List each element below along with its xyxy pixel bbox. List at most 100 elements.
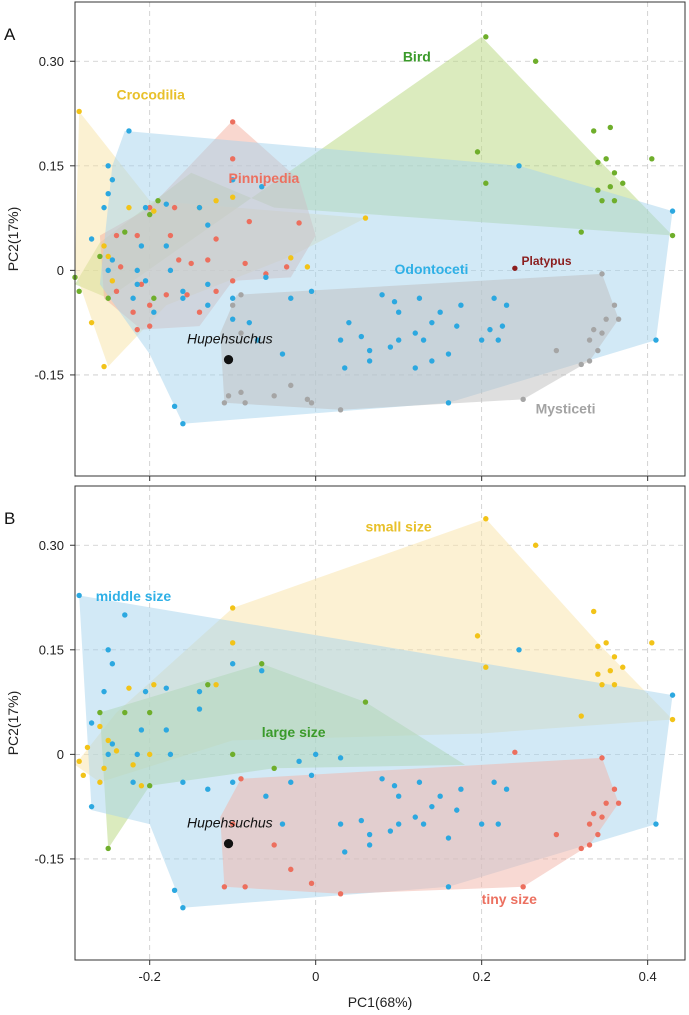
point-small-size (76, 758, 82, 765)
hupehsuchus-label: Hupehsuchus (187, 815, 273, 831)
point-tiny-size (615, 800, 622, 806)
point-mysticeti (238, 389, 244, 396)
point-tiny-size (595, 831, 601, 838)
point-odontoceti (495, 337, 501, 343)
point-odontoceti (445, 400, 452, 406)
point-tiny-size (242, 884, 248, 890)
point-middle-size (288, 779, 294, 785)
hull-mysticeti (220, 273, 619, 410)
point-pinnipedia (229, 278, 236, 284)
point-odontoceti (379, 292, 385, 298)
point-small-size (474, 633, 481, 639)
hupehsuchus-label: Hupehsuchus (187, 331, 273, 347)
point-odontoceti (346, 319, 352, 326)
point-small-size (105, 737, 111, 744)
point-odontoceti (229, 316, 236, 322)
point-odontoceti (126, 128, 132, 134)
point-small-size (138, 783, 145, 789)
group-label-crocodilia: Crocodilia (116, 87, 185, 103)
point-crocodilia (126, 204, 132, 211)
point-middle-size (391, 783, 398, 789)
point-small-size (229, 605, 236, 611)
point-large-size (271, 765, 277, 772)
point-small-size (649, 640, 655, 646)
point-odontoceti (229, 177, 236, 183)
x-tick-label: 0 (312, 969, 319, 984)
point-odontoceti (478, 337, 485, 343)
point-middle-size (105, 751, 111, 758)
x-tick-label: -0.2 (138, 969, 160, 984)
group-label-mysticeti: Mysticeti (536, 400, 596, 416)
point-odontoceti (395, 309, 402, 315)
point-small-size (595, 671, 601, 677)
point-middle-size (491, 779, 497, 785)
point-small-size (130, 762, 136, 768)
y-axis-label: PC2(17%) (5, 691, 21, 756)
point-bird (591, 128, 597, 134)
point-pinnipedia (134, 232, 140, 239)
point-pinnipedia (196, 309, 203, 315)
point-mysticeti (221, 400, 228, 406)
point-mysticeti (603, 316, 609, 322)
point-pinnipedia (113, 288, 120, 294)
point-odontoceti (163, 243, 169, 249)
point-odontoceti (416, 295, 423, 301)
point-mysticeti (337, 407, 344, 413)
point-middle-size (205, 786, 211, 792)
point-mysticeti (225, 393, 232, 399)
point-crocodilia (88, 319, 95, 326)
point-middle-size (516, 647, 522, 653)
point-pinnipedia (184, 292, 190, 298)
point-large-size (146, 709, 153, 716)
point-layer (76, 516, 676, 911)
point-middle-size (454, 807, 460, 813)
y-tick-label: 0.15 (39, 642, 64, 657)
point-odontoceti (366, 347, 373, 354)
point-middle-size (180, 905, 186, 911)
point-middle-size (229, 661, 236, 667)
point-mysticeti (308, 400, 315, 406)
point-crocodilia (76, 108, 82, 115)
point-small-size (97, 723, 103, 730)
point-odontoceti (229, 295, 236, 301)
point-odontoceti (669, 208, 676, 214)
point-tiny-size (337, 891, 344, 897)
point-pinnipedia (146, 323, 153, 329)
point-pinnipedia (117, 264, 124, 270)
point-tiny-size (586, 821, 593, 827)
point-middle-size (88, 803, 95, 810)
point-odontoceti (134, 281, 140, 288)
plot-frame (74, 485, 686, 961)
point-pinnipedia (213, 236, 219, 242)
point-middle-size (259, 668, 265, 674)
point-odontoceti (420, 337, 427, 343)
point-odontoceti (445, 351, 452, 357)
point-pinnipedia (130, 309, 136, 315)
point-odontoceti (366, 358, 373, 364)
point-odontoceti (391, 299, 398, 305)
point-bird (474, 149, 481, 155)
axis-ticks (70, 544, 649, 965)
point-mysticeti (595, 347, 601, 354)
point-mysticeti (615, 316, 622, 322)
point-odontoceti (437, 309, 443, 315)
point-mysticeti (611, 302, 618, 308)
y-tick-label: 0 (57, 747, 64, 762)
point-middle-size (495, 821, 501, 827)
point-odontoceti (138, 243, 145, 249)
point-small-size (532, 542, 539, 548)
y-tick-label: 0.15 (39, 158, 64, 173)
point-small-size (607, 668, 614, 674)
point-pinnipedia (146, 302, 153, 308)
point-middle-size (134, 751, 140, 758)
point-small-size (669, 716, 676, 723)
point-odontoceti (454, 323, 460, 329)
point-small-size (213, 681, 219, 688)
point-pinnipedia (229, 119, 236, 125)
point-middle-size (416, 779, 423, 785)
point-odontoceti (109, 257, 116, 263)
point-small-size (620, 664, 626, 670)
point-middle-size (109, 661, 116, 667)
point-odontoceti (395, 337, 402, 343)
point-middle-size (387, 828, 394, 834)
